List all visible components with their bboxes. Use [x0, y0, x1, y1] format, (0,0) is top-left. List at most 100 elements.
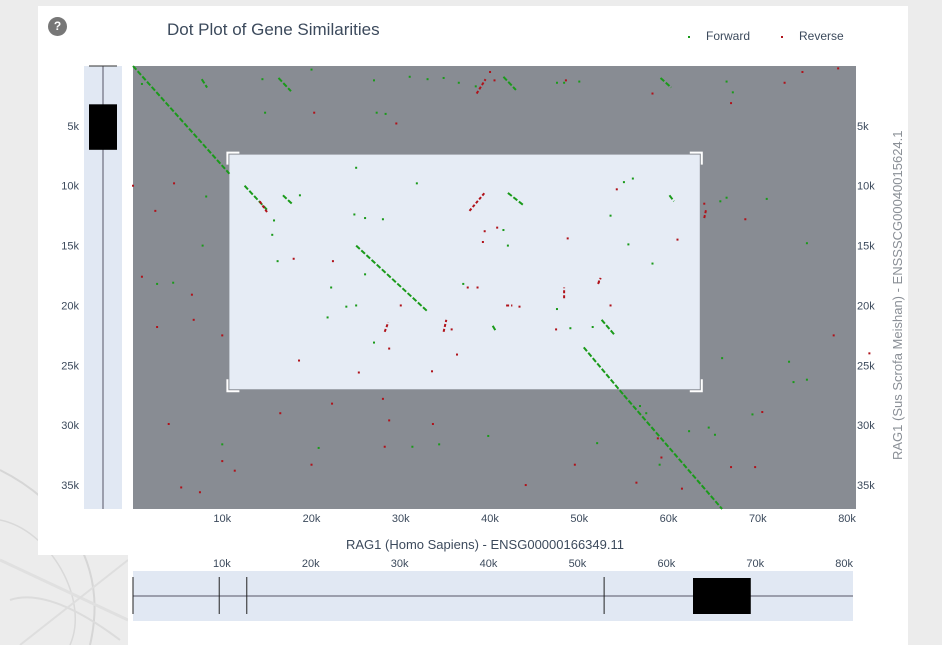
- reverse-match: [703, 209, 708, 219]
- forward-match: [623, 394, 723, 510]
- reverse-match: [258, 200, 269, 214]
- forward-match: [200, 78, 208, 89]
- forward-match: [132, 65, 231, 175]
- forward-point: [627, 243, 630, 246]
- forward-point: [631, 177, 634, 180]
- overview-x-tick-label: 30k: [391, 558, 409, 570]
- forward-point: [707, 426, 710, 429]
- overview-x-tick-label: 80k: [835, 558, 853, 570]
- forward-point: [156, 282, 159, 285]
- reverse-point: [221, 334, 224, 337]
- forward-point: [457, 81, 460, 84]
- forward-point: [375, 111, 378, 114]
- forward-match: [502, 76, 517, 91]
- forward-match: [243, 185, 268, 211]
- legend-item-reverse[interactable]: Reverse: [781, 29, 844, 43]
- reverse-point: [395, 122, 398, 125]
- forward-point: [373, 79, 375, 82]
- forward-point: [591, 326, 594, 329]
- forward-point: [381, 218, 384, 221]
- overview-x-tick-label: 40k: [480, 558, 498, 570]
- legend-label: Forward: [706, 29, 751, 43]
- legend-item-forward[interactable]: Forward: [688, 29, 750, 43]
- y-tick-label-right: 5k: [857, 121, 869, 133]
- forward-point: [792, 381, 795, 384]
- forward-point: [622, 181, 625, 184]
- y-axis-title: RAG1 (Sus Scrofa Meishan) - ENSSSCG00040…: [890, 130, 905, 460]
- forward-match: [668, 194, 675, 202]
- reverse-point: [221, 460, 224, 463]
- reverse-point: [292, 257, 295, 260]
- selection-handle-bottom-left[interactable]: [226, 379, 240, 393]
- reverse-point: [167, 422, 170, 425]
- x-slider-window[interactable]: [693, 578, 751, 614]
- x-tick-label: 40k: [481, 513, 499, 525]
- forward-point: [276, 260, 279, 263]
- reverse-point: [609, 304, 612, 307]
- reverse-point: [431, 370, 434, 373]
- forward-point: [555, 81, 558, 84]
- selection-handle-top-right[interactable]: [689, 151, 703, 165]
- reverse-point: [310, 463, 313, 466]
- forward-point: [596, 442, 599, 445]
- reverse-point: [476, 286, 479, 289]
- reverse-point: [381, 397, 384, 400]
- forward-point: [273, 219, 276, 222]
- x-axis-title: RAG1 (Homo Sapiens) - ENSG00000166349.11: [346, 537, 624, 552]
- reverse-match: [442, 319, 448, 333]
- forward-point: [264, 111, 267, 114]
- y-tick-label-left: 5k: [67, 121, 79, 133]
- x-tick-label: 80k: [838, 513, 856, 525]
- reverse-point: [524, 484, 527, 487]
- reverse-point: [198, 491, 201, 494]
- forward-point: [310, 68, 313, 71]
- forward-point: [298, 194, 301, 197]
- forward-point: [569, 327, 572, 330]
- y-tick-label-right: 35k: [857, 480, 875, 492]
- forward-match: [282, 194, 293, 205]
- reverse-point: [140, 275, 143, 278]
- selection-box[interactable]: [229, 154, 700, 390]
- forward-point: [353, 213, 356, 216]
- y-tick-label-left: 15k: [61, 241, 79, 253]
- y-tick-label-right: 25k: [857, 360, 875, 372]
- forward-point: [355, 304, 358, 307]
- reverse-point: [493, 79, 496, 82]
- x-tick-label: 10k: [213, 513, 231, 525]
- y-tick-label-right: 10k: [857, 181, 875, 193]
- y-slider-window[interactable]: [89, 104, 117, 150]
- forward-point: [330, 286, 333, 289]
- forward-point: [462, 282, 465, 285]
- reverse-point: [635, 481, 638, 484]
- forward-point: [172, 281, 175, 284]
- forward-point: [355, 166, 358, 169]
- forward-point: [506, 244, 509, 247]
- reverse-point: [703, 202, 706, 205]
- reverse-point: [730, 102, 733, 105]
- forward-point: [487, 434, 490, 437]
- reverse-point: [190, 293, 193, 296]
- forward-point: [442, 76, 445, 79]
- forward-point: [578, 80, 581, 83]
- reverse-point: [801, 70, 804, 73]
- reverse-match: [475, 78, 487, 95]
- forward-point: [408, 75, 411, 78]
- selection-handle-bottom-right[interactable]: [689, 379, 703, 393]
- reverse-point: [496, 226, 499, 229]
- forward-point: [725, 80, 728, 83]
- y-tick-label-left: 35k: [61, 480, 79, 492]
- selection-handle-top-left[interactable]: [226, 151, 240, 165]
- help-icon[interactable]: ?: [48, 17, 67, 36]
- reverse-point: [730, 466, 733, 469]
- forward-legend-dot: [688, 35, 690, 38]
- forward-match: [277, 77, 292, 92]
- reverse-point: [837, 67, 840, 70]
- reverse-point: [154, 209, 157, 212]
- forward-point: [261, 78, 264, 81]
- y-tick-label-left: 30k: [61, 420, 79, 432]
- x-tick-label: 70k: [749, 513, 767, 525]
- reverse-point: [357, 371, 360, 374]
- y-tick-label-left: 20k: [61, 300, 79, 312]
- forward-point: [205, 195, 208, 198]
